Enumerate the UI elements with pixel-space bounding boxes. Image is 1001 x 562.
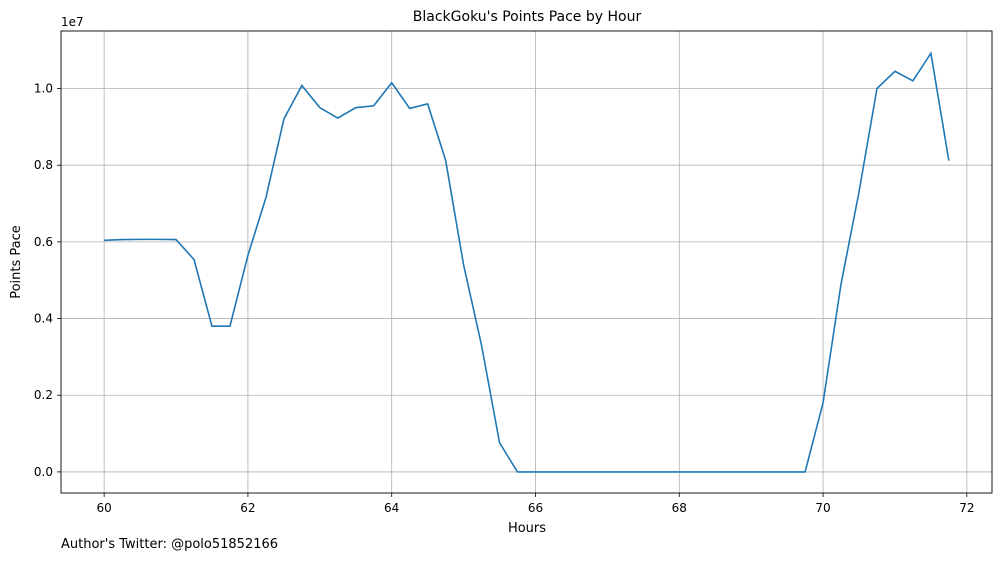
y-tick-label: 0.6 — [34, 235, 53, 249]
grid-lines — [61, 31, 992, 493]
x-tick-label: 60 — [96, 501, 111, 515]
y-tick-label: 0.2 — [34, 388, 53, 402]
x-axis-label: Hours — [508, 521, 546, 536]
y-tick-label: 0.8 — [34, 158, 53, 172]
y-tick-label: 1.0 — [34, 82, 53, 96]
x-tick-label: 66 — [528, 501, 543, 515]
y-axis-offset-label: 1e7 — [61, 15, 84, 29]
author-twitter-footer: Author's Twitter: @polo51852166 — [61, 537, 279, 552]
x-tick-label: 62 — [240, 501, 255, 515]
y-axis-ticks: 0.0 0.2 0.4 0.6 0.8 1.0 — [34, 82, 61, 479]
plot-frame — [60, 30, 993, 494]
y-tick-label: 0.4 — [34, 312, 53, 326]
x-axis-ticks: 60 62 64 66 68 70 72 — [96, 493, 974, 515]
x-tick-label: 72 — [959, 501, 974, 515]
x-tick-label: 64 — [384, 501, 399, 515]
x-tick-label: 70 — [815, 501, 830, 515]
series-line — [104, 51, 950, 473]
y-axis-label: Points Pace — [9, 225, 24, 299]
y-tick-label: 0.0 — [34, 465, 53, 479]
chart-title: BlackGoku's Points Pace by Hour — [413, 9, 642, 25]
x-tick-label: 68 — [672, 501, 687, 515]
